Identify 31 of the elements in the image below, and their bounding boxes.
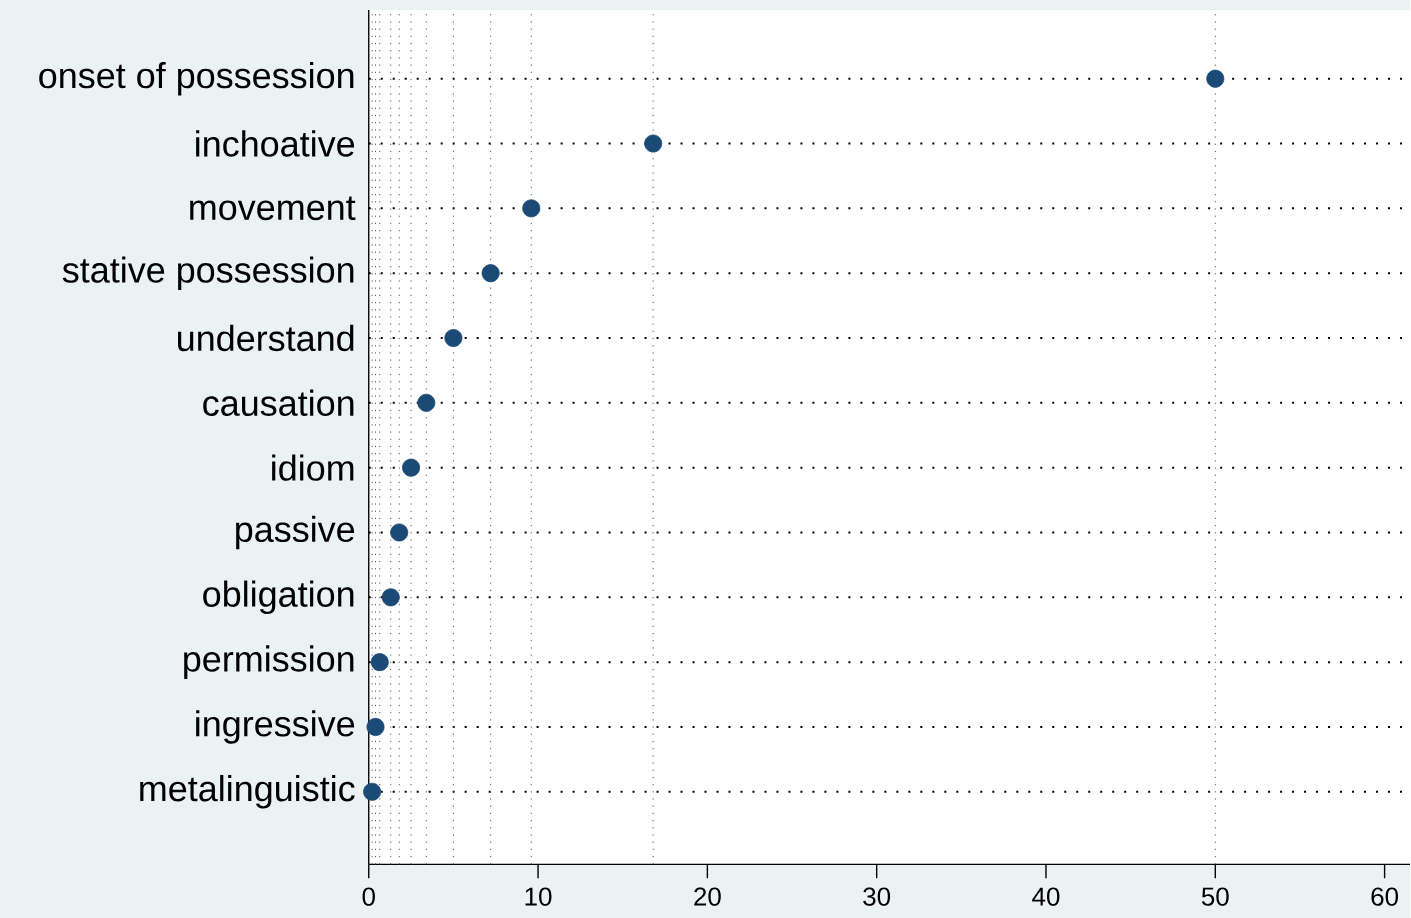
y-tick-label: metalinguistic bbox=[140, 774, 355, 809]
y-tick-label: obligation bbox=[203, 580, 354, 614]
x-tick-label: 60 bbox=[1371, 887, 1399, 906]
y-tick-label: passive bbox=[236, 515, 355, 550]
point bbox=[1206, 69, 1225, 88]
point bbox=[444, 328, 463, 347]
point bbox=[481, 264, 500, 282]
point bbox=[402, 458, 421, 477]
x-tick-label: 0 bbox=[362, 887, 375, 906]
point bbox=[644, 134, 663, 153]
x-tick-label: 20 bbox=[694, 887, 721, 906]
point bbox=[417, 393, 436, 412]
y-tick-label: onset of possession bbox=[39, 61, 354, 96]
y-tick-label: ingressive bbox=[196, 710, 355, 744]
point bbox=[390, 523, 409, 542]
y-tick-label: causation bbox=[203, 389, 354, 416]
x-tick-label: 40 bbox=[1032, 887, 1060, 906]
y-tick-label: inchoative bbox=[196, 130, 355, 157]
x-tick-label: 30 bbox=[863, 887, 891, 906]
y-tick-label: stative possession bbox=[62, 256, 354, 290]
x-tick-label: 10 bbox=[525, 887, 552, 906]
point bbox=[363, 782, 382, 801]
point bbox=[370, 652, 389, 671]
point bbox=[381, 588, 400, 607]
y-tick-label: idiom bbox=[272, 454, 354, 481]
x-tick-label: 50 bbox=[1201, 887, 1229, 906]
y-tick-label: movement bbox=[190, 196, 356, 220]
y-tick-label: permission bbox=[184, 645, 354, 679]
point bbox=[366, 717, 385, 736]
point bbox=[522, 199, 541, 218]
y-tick-label: understand bbox=[178, 324, 354, 352]
